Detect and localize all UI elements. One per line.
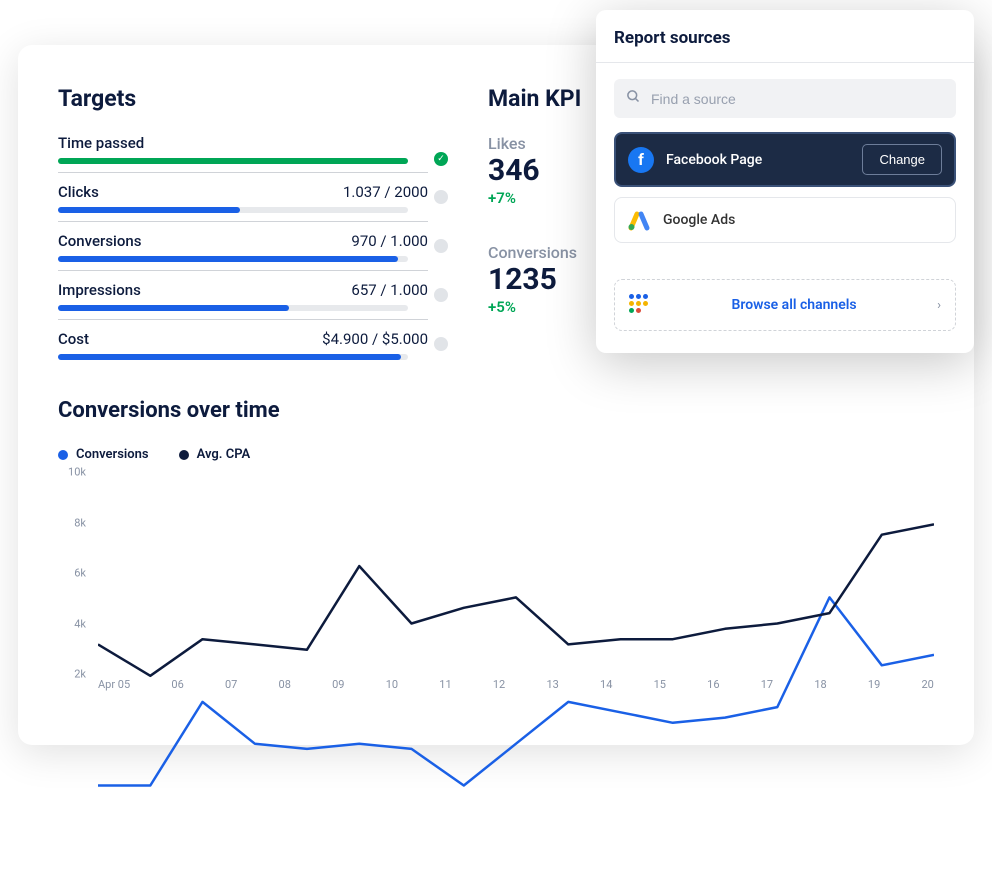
progress-fill bbox=[58, 207, 240, 213]
progress-track bbox=[58, 207, 408, 213]
target-label: Cost bbox=[58, 330, 89, 348]
target-row: Cost $4.900 / $5.000 bbox=[58, 319, 428, 360]
x-tick: 06 bbox=[171, 678, 183, 702]
x-tick: 07 bbox=[225, 678, 237, 702]
status-dot bbox=[434, 337, 448, 351]
target-row: Conversions 970 / 1.000 bbox=[58, 221, 428, 262]
channels-grid-icon bbox=[629, 294, 651, 316]
x-tick: 14 bbox=[600, 678, 612, 702]
legend-label: Avg. CPA bbox=[197, 447, 251, 462]
progress-fill bbox=[58, 305, 289, 311]
google-ads-icon bbox=[627, 208, 651, 232]
line-chart: 10k8k6k4k2k Apr 050607080910111213141516… bbox=[58, 472, 934, 702]
legend-dot bbox=[58, 450, 68, 460]
x-tick: 08 bbox=[279, 678, 291, 702]
progress-track bbox=[58, 305, 408, 311]
target-label: Clicks bbox=[58, 183, 99, 201]
progress-track bbox=[58, 354, 408, 360]
divider bbox=[596, 62, 974, 63]
search-input[interactable] bbox=[651, 91, 944, 107]
x-tick: 20 bbox=[921, 678, 933, 702]
targets-section: Targets Time passed✓ Clicks 1.037 / 2000 Co… bbox=[58, 85, 428, 368]
report-sources-title: Report sources bbox=[614, 28, 956, 62]
source-name: Facebook Page bbox=[666, 152, 850, 168]
search-icon bbox=[626, 89, 641, 108]
x-tick: 15 bbox=[654, 678, 666, 702]
x-tick: 17 bbox=[761, 678, 773, 702]
x-tick: 16 bbox=[707, 678, 719, 702]
x-tick: 10 bbox=[386, 678, 398, 702]
target-row: Clicks 1.037 / 2000 bbox=[58, 172, 428, 213]
x-tick: 19 bbox=[868, 678, 880, 702]
status-dot bbox=[434, 239, 448, 253]
report-sources-panel: Report sources f Facebook Page Change Googl… bbox=[596, 10, 974, 353]
target-label: Conversions bbox=[58, 232, 141, 250]
status-dot bbox=[434, 190, 448, 204]
x-tick: 18 bbox=[814, 678, 826, 702]
target-value: 970 / 1.000 bbox=[351, 232, 428, 250]
x-tick: 11 bbox=[439, 678, 451, 702]
chart-section: Conversions over time Conversions Avg. CP… bbox=[58, 398, 934, 702]
y-tick: 6k bbox=[74, 567, 86, 580]
progress-fill bbox=[58, 256, 398, 262]
target-row: Time passed✓ bbox=[58, 134, 428, 164]
chart-legend: Conversions Avg. CPA bbox=[58, 447, 934, 462]
y-tick: 8k bbox=[74, 516, 86, 529]
targets-title: Targets bbox=[58, 85, 428, 112]
x-tick: 13 bbox=[546, 678, 558, 702]
target-label: Impressions bbox=[58, 281, 141, 299]
x-tick: 12 bbox=[493, 678, 505, 702]
change-button[interactable]: Change bbox=[862, 144, 942, 175]
source-row[interactable]: f Facebook Page Change bbox=[614, 132, 956, 187]
target-label: Time passed bbox=[58, 134, 144, 152]
status-dot bbox=[434, 288, 448, 302]
browse-all-channels[interactable]: Browse all channels › bbox=[614, 279, 956, 331]
target-value: 1.037 / 2000 bbox=[343, 183, 428, 201]
x-tick: 09 bbox=[332, 678, 344, 702]
source-name: Google Ads bbox=[663, 212, 943, 228]
target-value: 657 / 1.000 bbox=[351, 281, 428, 299]
search-row[interactable] bbox=[614, 79, 956, 118]
x-tick: Apr 05 bbox=[98, 678, 130, 702]
chart-line-avg_cpa bbox=[98, 524, 934, 676]
legend-label: Conversions bbox=[76, 447, 149, 462]
progress-track bbox=[58, 158, 408, 164]
browse-label: Browse all channels bbox=[665, 297, 923, 313]
legend-dot bbox=[179, 450, 189, 460]
progress-track bbox=[58, 256, 408, 262]
progress-fill bbox=[58, 158, 408, 164]
check-icon: ✓ bbox=[434, 152, 448, 166]
target-row: Impressions 657 / 1.000 bbox=[58, 270, 428, 311]
progress-fill bbox=[58, 354, 401, 360]
chevron-right-icon: › bbox=[937, 298, 941, 313]
target-value: $4.900 / $5.000 bbox=[322, 330, 428, 348]
legend-item: Conversions bbox=[58, 447, 149, 462]
source-row[interactable]: Google Ads bbox=[614, 197, 956, 243]
y-tick: 4k bbox=[74, 617, 86, 630]
facebook-icon: f bbox=[628, 147, 654, 173]
y-tick: 10k bbox=[68, 466, 86, 479]
chart-title: Conversions over time bbox=[58, 398, 934, 423]
legend-item: Avg. CPA bbox=[179, 447, 251, 462]
y-tick: 2k bbox=[74, 668, 86, 681]
